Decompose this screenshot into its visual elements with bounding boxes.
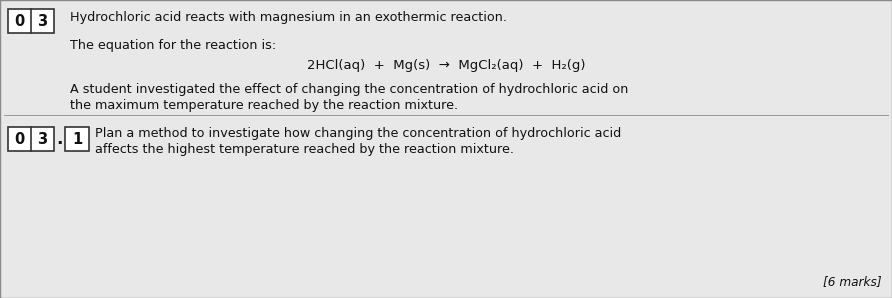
Text: [6 marks]: [6 marks]	[823, 275, 882, 288]
Text: The equation for the reaction is:: The equation for the reaction is:	[70, 39, 277, 52]
Text: A student investigated the effect of changing the concentration of hydrochloric : A student investigated the effect of cha…	[70, 83, 628, 96]
Text: 2HCl(aq)  +  Mg(s)  →  MgCl₂(aq)  +  H₂(g): 2HCl(aq) + Mg(s) → MgCl₂(aq) + H₂(g)	[307, 59, 585, 72]
Text: Plan a method to investigate how changing the concentration of hydrochloric acid: Plan a method to investigate how changin…	[95, 127, 621, 140]
Text: 3: 3	[37, 13, 47, 29]
Text: 0: 0	[14, 13, 25, 29]
Text: Hydrochloric acid reacts with magnesium in an exothermic reaction.: Hydrochloric acid reacts with magnesium …	[70, 11, 507, 24]
Bar	[8, 127, 54, 151]
Text: 3: 3	[37, 131, 47, 147]
Bar	[65, 127, 89, 151]
Text: the maximum temperature reached by the reaction mixture.: the maximum temperature reached by the r…	[70, 99, 458, 112]
Text: 0: 0	[14, 131, 25, 147]
Text: 1: 1	[72, 131, 82, 147]
Bar	[8, 9, 54, 33]
Text: .: .	[56, 130, 62, 148]
Text: affects the highest temperature reached by the reaction mixture.: affects the highest temperature reached …	[95, 143, 514, 156]
